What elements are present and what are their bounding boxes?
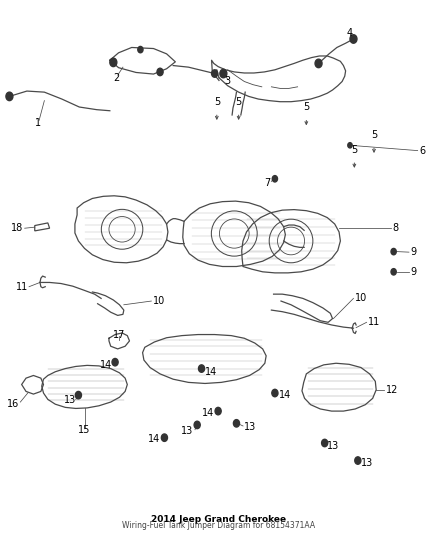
Text: 13: 13 bbox=[327, 441, 339, 451]
Text: 16: 16 bbox=[7, 399, 19, 409]
Circle shape bbox=[220, 69, 227, 78]
Text: 14: 14 bbox=[100, 360, 112, 370]
Circle shape bbox=[75, 391, 81, 399]
Circle shape bbox=[391, 248, 396, 255]
Text: 5: 5 bbox=[371, 130, 377, 140]
Text: 5: 5 bbox=[351, 145, 357, 155]
Circle shape bbox=[212, 70, 218, 77]
Circle shape bbox=[315, 59, 322, 68]
Text: 3: 3 bbox=[225, 77, 231, 86]
Circle shape bbox=[215, 407, 221, 415]
Text: 17: 17 bbox=[113, 329, 126, 340]
Circle shape bbox=[194, 421, 200, 429]
Text: 18: 18 bbox=[11, 223, 23, 233]
Text: 9: 9 bbox=[410, 267, 417, 277]
Text: 14: 14 bbox=[201, 408, 214, 418]
Circle shape bbox=[233, 419, 240, 427]
Text: 12: 12 bbox=[386, 385, 398, 395]
Circle shape bbox=[350, 35, 357, 43]
Circle shape bbox=[110, 58, 117, 67]
Text: 13: 13 bbox=[361, 458, 373, 468]
Circle shape bbox=[391, 269, 396, 275]
Circle shape bbox=[348, 143, 352, 148]
Text: 2014 Jeep Grand Cherokee: 2014 Jeep Grand Cherokee bbox=[152, 514, 286, 523]
Text: 13: 13 bbox=[64, 395, 76, 406]
Text: 15: 15 bbox=[78, 425, 91, 435]
Text: 14: 14 bbox=[279, 390, 292, 400]
Text: 13: 13 bbox=[181, 426, 194, 437]
Text: 8: 8 bbox=[393, 223, 399, 233]
Text: 10: 10 bbox=[152, 296, 165, 306]
Text: 9: 9 bbox=[410, 247, 417, 257]
Circle shape bbox=[112, 359, 118, 366]
Text: 10: 10 bbox=[355, 293, 367, 303]
Circle shape bbox=[161, 434, 167, 441]
Circle shape bbox=[272, 175, 278, 182]
Text: 6: 6 bbox=[419, 146, 425, 156]
Text: 4: 4 bbox=[347, 28, 353, 38]
Text: 13: 13 bbox=[244, 422, 257, 432]
Text: 2: 2 bbox=[113, 73, 120, 83]
Text: 7: 7 bbox=[264, 177, 271, 188]
Circle shape bbox=[6, 92, 13, 101]
Text: 1: 1 bbox=[35, 118, 41, 128]
Circle shape bbox=[138, 46, 143, 53]
Text: Wiring-Fuel Tank Jumper Diagram for 68154371AA: Wiring-Fuel Tank Jumper Diagram for 6815… bbox=[123, 521, 315, 530]
Text: 5: 5 bbox=[236, 97, 242, 107]
Text: 5: 5 bbox=[303, 102, 310, 112]
Circle shape bbox=[198, 365, 205, 372]
Circle shape bbox=[157, 68, 163, 76]
Circle shape bbox=[272, 389, 278, 397]
Text: 14: 14 bbox=[205, 367, 217, 377]
Circle shape bbox=[321, 439, 328, 447]
Text: 11: 11 bbox=[368, 317, 381, 327]
Text: 14: 14 bbox=[148, 434, 160, 445]
Circle shape bbox=[355, 457, 361, 464]
Text: 11: 11 bbox=[15, 282, 28, 292]
Text: 5: 5 bbox=[214, 97, 220, 107]
